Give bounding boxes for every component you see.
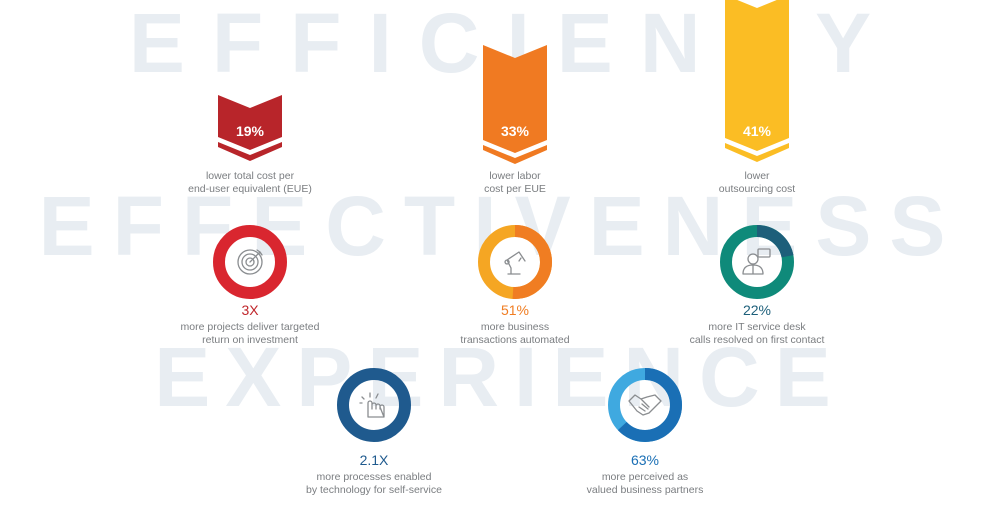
ring-value-4: 2.1X xyxy=(360,452,389,468)
handshake-icon xyxy=(628,394,662,416)
ring-progress xyxy=(608,368,682,442)
ring-label-3a: more IT service desk xyxy=(708,321,806,333)
person-chat-icon xyxy=(742,248,771,275)
ring-label-5a: more perceived as xyxy=(602,471,688,483)
arrow-body xyxy=(725,0,789,151)
ring-label-5b: valued business partners xyxy=(587,484,704,496)
arrow-body xyxy=(218,95,282,150)
ring-progress xyxy=(478,225,552,299)
arrow-chevron xyxy=(218,142,282,161)
arrow-label-1b: end-user equivalent (EUE) xyxy=(188,183,312,195)
ring-label-4a: more processes enabled xyxy=(317,471,432,483)
touch-hand-icon xyxy=(359,392,385,418)
ring-track xyxy=(337,368,411,442)
ring-value-5: 63% xyxy=(631,452,659,468)
arrow-value-3: 41% xyxy=(743,123,772,139)
arrow-body xyxy=(483,45,547,153)
ring-label-1a: more projects deliver targeted xyxy=(181,321,320,333)
ring-label-2b: transactions automated xyxy=(460,334,569,346)
arrow-value-1: 19% xyxy=(236,123,265,139)
ring-label-3b: calls resolved on first contact xyxy=(690,334,825,346)
ring-label-1b: return on investment xyxy=(202,334,298,346)
arrow-chevron xyxy=(725,143,789,162)
ring-label-2a: more business xyxy=(481,321,549,333)
bg-word-experience: EXPERIENCE xyxy=(154,330,846,424)
arrow-label-3b: outsourcing cost xyxy=(719,183,796,195)
ring-label-4b: by technology for self-service xyxy=(306,484,442,496)
arrow-value-2: 33% xyxy=(501,123,530,139)
target-icon xyxy=(237,249,263,275)
ring-progress xyxy=(720,225,794,299)
bg-word-effectiveness: EFFECTIVENESS xyxy=(38,179,964,273)
arrow-chevron xyxy=(483,145,547,164)
ring-value-2: 51% xyxy=(501,302,529,318)
ring-value-1: 3X xyxy=(241,302,259,318)
arrow-label-2a: lower labor xyxy=(489,170,541,182)
ring-value-3: 22% xyxy=(743,302,771,318)
robot-arm-icon xyxy=(504,251,526,275)
arrow-label-2b: cost per EUE xyxy=(484,183,546,195)
arrow-label-1a: lower total cost per xyxy=(206,170,295,182)
arrow-label-3a: lower xyxy=(744,170,770,182)
ring-track xyxy=(213,225,287,299)
